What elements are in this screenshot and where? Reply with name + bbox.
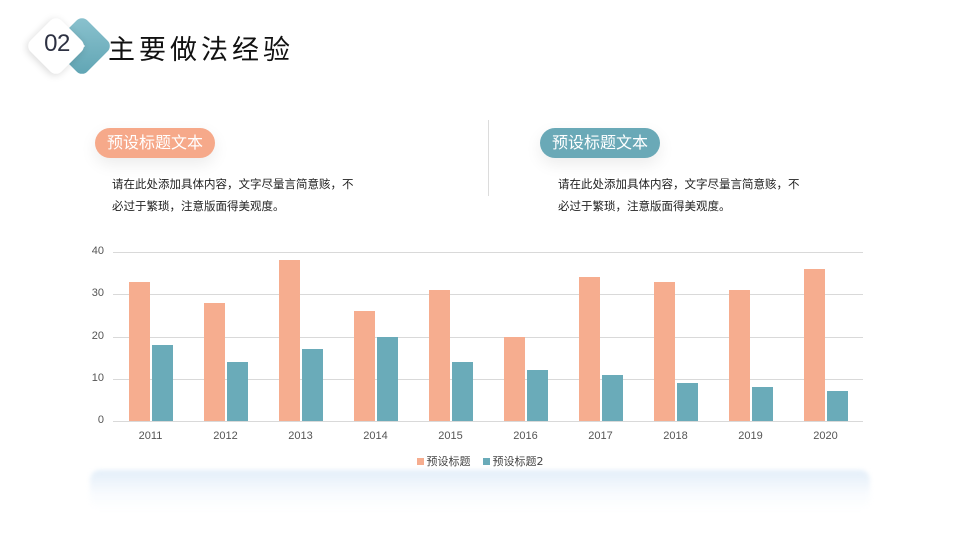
description-line: 必过于繁琐，注意版面得美观度。 (112, 199, 285, 213)
bar-2018-series-2 (676, 382, 698, 421)
gridline (113, 294, 863, 296)
description-line: 请在此处添加具体内容，文字尽量言简意赅，不 (112, 177, 354, 191)
description-line: 请在此处添加具体内容，文字尽量言简意赅，不 (558, 177, 800, 191)
chart-card-shadow (90, 470, 870, 510)
x-axis-tick-label: 2011 (138, 430, 163, 442)
bar-2014-series-2 (376, 336, 398, 421)
block-description-right: 请在此处添加具体内容，文字尽量言简意赅，不 必过于繁琐，注意版面得美观度。 (558, 173, 820, 217)
bar-2012-series-2 (226, 361, 248, 421)
y-axis-tick-label: 0 (97, 414, 104, 426)
x-axis-tick-label: 2014 (363, 430, 388, 442)
x-axis-tick-label: 2019 (738, 430, 763, 442)
y-axis-tick-label: 40 (91, 245, 104, 257)
gridline (113, 421, 863, 422)
legend-swatch-icon (482, 457, 490, 465)
legend-swatch-icon (416, 457, 424, 465)
gridline (113, 336, 863, 338)
x-axis-tick-label: 2020 (813, 430, 838, 442)
description-line: 必过于繁琐，注意版面得美观度。 (558, 199, 731, 213)
x-axis-tick-label: 2018 (663, 430, 688, 442)
bar-2012-series-1 (203, 302, 225, 421)
legend-label: 预设标题 (426, 455, 471, 468)
legend-item: 预设标题 (416, 453, 471, 469)
x-axis-tick-label: 2013 (288, 430, 313, 442)
y-axis-tick-label: 20 (91, 329, 104, 342)
bar-2011-series-1 (128, 281, 150, 421)
bar-2019-series-2 (751, 387, 773, 421)
section-number: 02 (44, 30, 70, 57)
bar-2015-series-2 (451, 361, 473, 421)
legend-label: 预设标题2 (492, 455, 544, 468)
y-axis-tick-label: 30 (91, 287, 104, 300)
x-axis-tick-label: 2017 (588, 430, 613, 442)
chart-legend: 预设标题 预设标题2 (0, 453, 960, 469)
bar-2013-series-2 (301, 349, 323, 421)
bar-2013-series-1 (278, 260, 300, 421)
legend-item: 预设标题2 (482, 453, 544, 469)
bar-2011-series-2 (151, 344, 173, 421)
bar-2019-series-1 (728, 290, 750, 421)
bar-2016-series-1 (503, 336, 525, 421)
page-title: 主要做法经验 (108, 35, 294, 66)
block-description-left: 请在此处添加具体内容，文字尽量言简意赅，不 必过于繁琐，注意版面得美观度。 (112, 173, 374, 217)
section-number-badge: 02 (24, 14, 100, 78)
x-axis-tick-label: 2016 (513, 430, 538, 442)
bar-2015-series-1 (428, 290, 450, 421)
vertical-divider (488, 120, 489, 196)
x-axis-tick-label: 2015 (438, 430, 463, 442)
x-axis-tick-label: 2012 (213, 430, 238, 442)
gridline (113, 252, 863, 253)
y-axis-tick-label: 10 (91, 371, 104, 384)
gridline (113, 378, 863, 380)
bar-2018-series-1 (653, 281, 675, 421)
bar-2017-series-2 (601, 374, 623, 421)
block-title-pill-right: 预设标题文本 (540, 128, 661, 158)
bar-2016-series-2 (526, 370, 548, 421)
bar-2020-series-1 (803, 268, 825, 421)
bar-2020-series-2 (826, 391, 848, 421)
block-title-pill-left: 预设标题文本 (95, 128, 216, 158)
bar-2014-series-1 (353, 311, 375, 421)
bar-2017-series-1 (578, 277, 600, 421)
